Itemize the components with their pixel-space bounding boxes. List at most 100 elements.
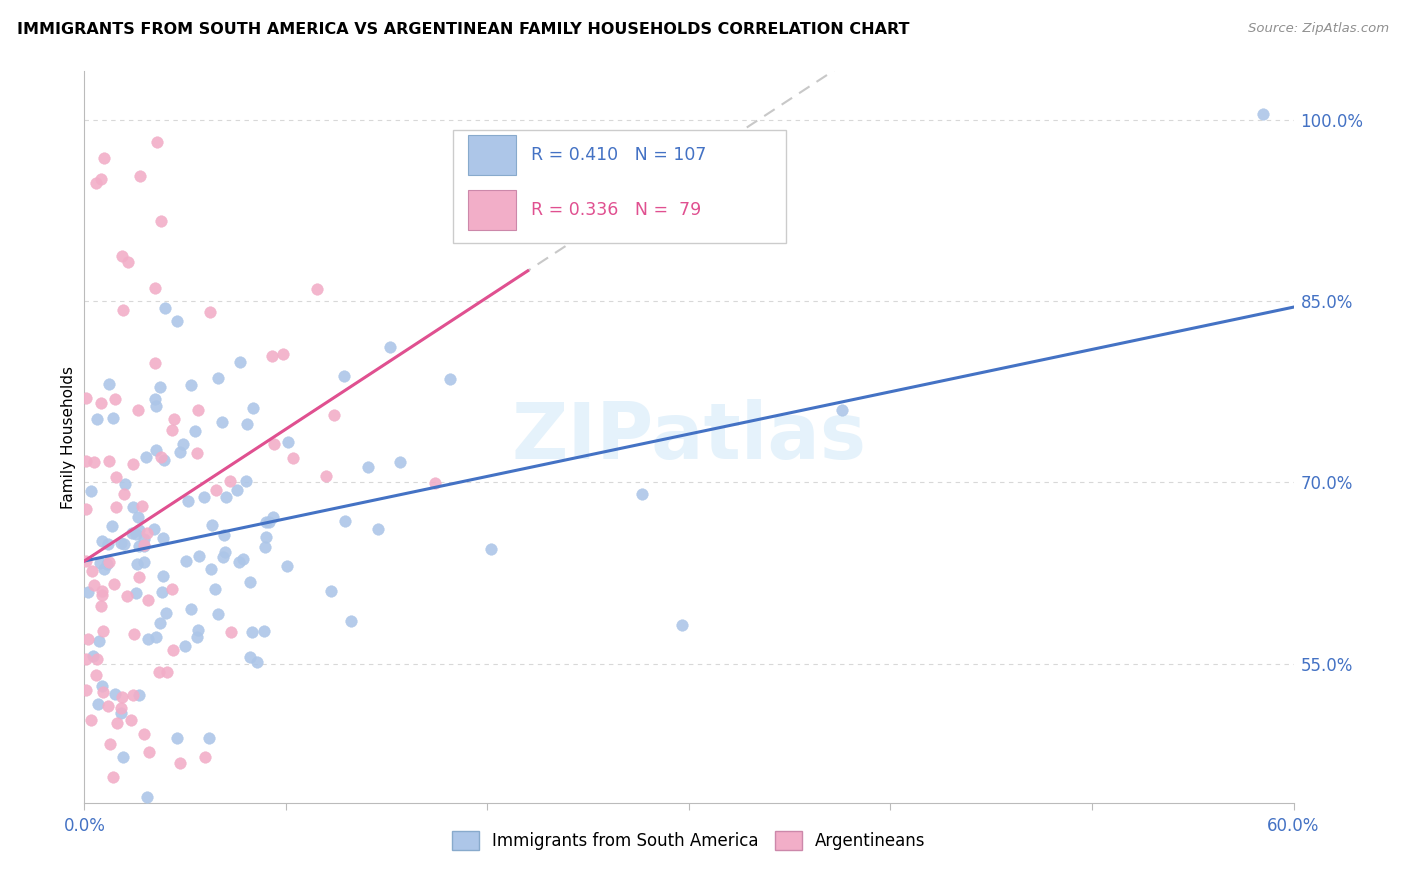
Point <box>127 403 149 417</box>
Point <box>184 424 207 438</box>
Point <box>254 541 277 555</box>
Point <box>212 527 235 541</box>
Point <box>84 176 107 190</box>
Point <box>121 526 143 541</box>
Point <box>172 436 194 450</box>
Point <box>111 249 134 263</box>
Point <box>201 518 224 533</box>
Point <box>75 502 97 516</box>
Point <box>93 684 115 698</box>
Point <box>186 631 208 645</box>
Point <box>127 557 149 571</box>
Point <box>112 750 135 764</box>
Point <box>188 549 211 563</box>
Point <box>143 281 166 295</box>
Text: R = 0.410   N = 107: R = 0.410 N = 107 <box>530 146 706 164</box>
Point <box>149 615 172 630</box>
Point <box>82 648 104 663</box>
Point <box>340 614 363 628</box>
Point <box>97 454 120 468</box>
Point <box>389 455 412 469</box>
Point <box>197 731 219 745</box>
Point <box>423 475 446 490</box>
Point <box>218 474 240 488</box>
Text: R = 0.336   N =  79: R = 0.336 N = 79 <box>530 201 700 219</box>
Point <box>153 452 176 467</box>
Text: Source: ZipAtlas.com: Source: ZipAtlas.com <box>1249 22 1389 36</box>
Point <box>630 487 652 501</box>
Point <box>128 570 150 584</box>
Y-axis label: Family Households: Family Households <box>60 366 76 508</box>
Point <box>357 459 380 474</box>
Point <box>122 457 145 471</box>
Point <box>160 582 183 596</box>
Point <box>142 522 165 536</box>
Point <box>149 450 172 464</box>
Point <box>96 558 118 572</box>
Point <box>111 303 134 318</box>
Point <box>132 539 155 553</box>
Point <box>104 392 127 406</box>
Point <box>135 450 157 464</box>
Point <box>80 564 103 578</box>
Point <box>79 483 101 498</box>
Point <box>277 435 299 450</box>
Point <box>315 469 337 483</box>
Point <box>98 555 121 569</box>
Point <box>177 494 200 508</box>
Point <box>107 715 129 730</box>
Point <box>91 624 114 639</box>
Legend: Immigrants from South America, Argentineans: Immigrants from South America, Argentine… <box>446 824 932 856</box>
Point <box>180 377 202 392</box>
Point <box>76 632 98 646</box>
Point <box>207 370 229 384</box>
Point <box>105 500 128 514</box>
Point <box>93 562 115 576</box>
Text: IMMIGRANTS FROM SOUTH AMERICA VS ARGENTINEAN FAMILY HOUSEHOLDS CORRELATION CHART: IMMIGRANTS FROM SOUTH AMERICA VS ARGENTI… <box>17 22 910 37</box>
Point <box>257 515 280 529</box>
Point <box>149 379 172 393</box>
Point <box>97 376 120 391</box>
Point <box>262 509 284 524</box>
Point <box>117 255 139 269</box>
Point <box>214 545 236 559</box>
Point <box>186 403 208 417</box>
Point <box>101 770 124 784</box>
Point <box>145 630 167 644</box>
Point <box>207 607 229 621</box>
Point <box>180 602 202 616</box>
Point <box>75 554 97 568</box>
Point <box>146 136 169 150</box>
Point <box>239 650 262 665</box>
Point <box>263 437 285 451</box>
FancyBboxPatch shape <box>468 190 516 230</box>
Point <box>226 483 249 497</box>
Point <box>105 470 128 484</box>
Point <box>122 626 145 640</box>
Point <box>104 687 127 701</box>
Point <box>235 474 257 488</box>
Point <box>367 522 389 536</box>
Point <box>128 688 150 702</box>
Point <box>211 415 233 429</box>
Point <box>136 632 159 646</box>
Point <box>132 555 155 569</box>
FancyBboxPatch shape <box>468 135 516 175</box>
Point <box>143 356 166 370</box>
Point <box>75 682 97 697</box>
Point <box>200 562 222 576</box>
Point <box>135 789 157 804</box>
Point <box>260 349 283 363</box>
Point <box>1253 106 1275 120</box>
Point <box>254 515 277 529</box>
Point <box>84 668 107 682</box>
Point <box>75 453 97 467</box>
Point <box>114 476 136 491</box>
Point <box>122 688 145 702</box>
Point <box>134 538 156 552</box>
Point <box>831 403 853 417</box>
Point <box>333 368 356 383</box>
Point <box>87 697 110 711</box>
Point <box>283 451 305 466</box>
Point <box>166 314 188 328</box>
